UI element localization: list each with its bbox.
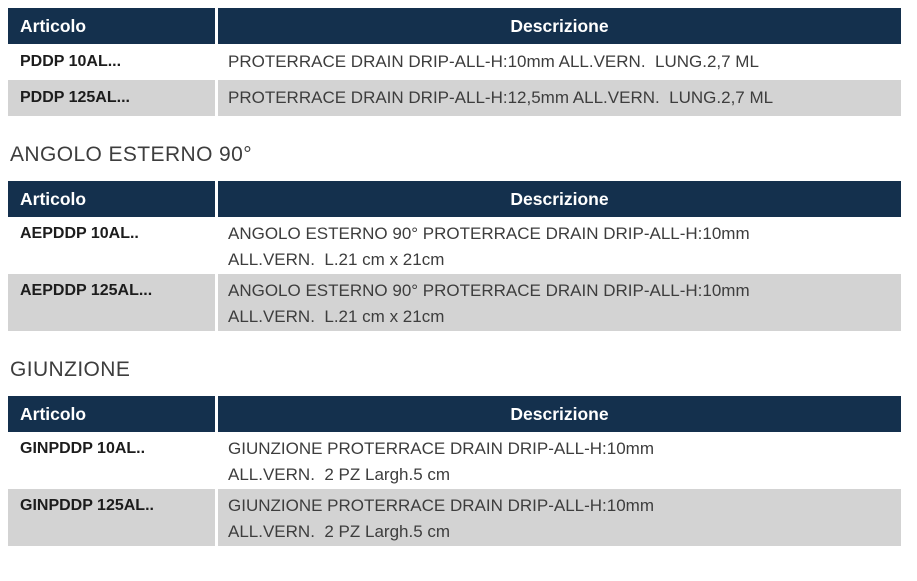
table-header-row: Articolo Descrizione	[8, 8, 901, 44]
header-cell-articolo: Articolo	[8, 8, 215, 44]
descrizione-cell: GIUNZIONE PROTERRACE DRAIN DRIP-ALL-H:10…	[218, 489, 901, 546]
header-cell-articolo: Articolo	[8, 396, 215, 432]
header-cell-descrizione: Descrizione	[218, 8, 901, 44]
descrizione-cell: ANGOLO ESTERNO 90° PROTERRACE DRAIN DRIP…	[218, 217, 901, 274]
articolo-cell: GINPDDP 125AL..	[8, 489, 215, 546]
articolo-cell: GINPDDP 10AL..	[20, 440, 146, 457]
descrizione-cell: PROTERRACE DRAIN DRIP-ALL-H:10mm ALL.VER…	[218, 44, 901, 80]
descrizione-line: GIUNZIONE PROTERRACE DRAIN DRIP-ALL-H:10…	[228, 439, 654, 458]
table-row: AEPDDP 125AL... ANGOLO ESTERNO 90° PROTE…	[8, 274, 901, 331]
descrizione-line: PROTERRACE DRAIN DRIP-ALL-H:12,5mm ALL.V…	[228, 88, 774, 107]
articolo-cell: AEPDDP 125AL...	[8, 274, 215, 331]
catalog-page: Articolo Descrizione PDDP 10AL... PROTER…	[8, 8, 901, 546]
table-row: GINPDDP 10AL.. GIUNZIONE PROTERRACE DRAI…	[8, 432, 901, 489]
articolo-cell: PDDP 125AL...	[8, 80, 215, 116]
descrizione-line: ANGOLO ESTERNO 90° PROTERRACE DRAIN DRIP…	[228, 224, 750, 243]
product-section-giunzione: GIUNZIONE Articolo Descrizione GINPDDP 1…	[8, 356, 901, 546]
header-cell-descrizione: Descrizione	[218, 396, 901, 432]
descrizione-line: ALL.VERN. L.21 cm x 21cm	[228, 307, 445, 326]
header-cell-descrizione: Descrizione	[218, 181, 901, 217]
articolo-cell: AEPDDP 10AL..	[20, 225, 139, 242]
section-heading: ANGOLO ESTERNO 90°	[10, 143, 252, 166]
product-table: Articolo Descrizione PDDP 10AL... PROTER…	[8, 8, 901, 116]
descrizione-cell: ANGOLO ESTERNO 90° PROTERRACE DRAIN DRIP…	[218, 274, 901, 331]
product-table: Articolo Descrizione GINPDDP 10AL.. GIUN…	[8, 396, 901, 546]
product-section-angolo-esterno: ANGOLO ESTERNO 90° Articolo Descrizione …	[8, 141, 901, 331]
product-section-drip: Articolo Descrizione PDDP 10AL... PROTER…	[8, 8, 901, 116]
table-row: GINPDDP 125AL.. GIUNZIONE PROTERRACE DRA…	[8, 489, 901, 546]
section-heading: GIUNZIONE	[10, 358, 131, 381]
descrizione-line: ANGOLO ESTERNO 90° PROTERRACE DRAIN DRIP…	[228, 281, 750, 300]
descrizione-cell: GIUNZIONE PROTERRACE DRAIN DRIP-ALL-H:10…	[218, 432, 901, 489]
header-cell-articolo: Articolo	[8, 181, 215, 217]
table-row: PDDP 10AL... PROTERRACE DRAIN DRIP-ALL-H…	[8, 44, 901, 80]
table-row: PDDP 125AL... PROTERRACE DRAIN DRIP-ALL-…	[8, 80, 901, 116]
articolo-cell: PDDP 10AL...	[20, 53, 122, 70]
descrizione-cell: PROTERRACE DRAIN DRIP-ALL-H:12,5mm ALL.V…	[218, 80, 901, 116]
descrizione-line: ALL.VERN. 2 PZ Largh.5 cm	[228, 465, 451, 484]
descrizione-line: ALL.VERN. 2 PZ Largh.5 cm	[228, 522, 451, 541]
descrizione-line: ALL.VERN. L.21 cm x 21cm	[228, 250, 445, 269]
product-table: Articolo Descrizione AEPDDP 10AL.. ANGOL…	[8, 181, 901, 331]
descrizione-line: GIUNZIONE PROTERRACE DRAIN DRIP-ALL-H:10…	[228, 496, 654, 515]
descrizione-line: PROTERRACE DRAIN DRIP-ALL-H:10mm ALL.VER…	[228, 52, 759, 71]
table-header-row: Articolo Descrizione	[8, 396, 901, 432]
table-header-row: Articolo Descrizione	[8, 181, 901, 217]
table-row: AEPDDP 10AL.. ANGOLO ESTERNO 90° PROTERR…	[8, 217, 901, 274]
